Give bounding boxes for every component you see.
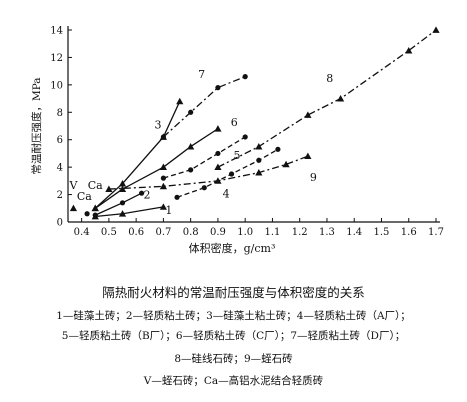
data-point-triangle-8 bbox=[336, 94, 345, 102]
data-point-triangle-9 bbox=[105, 185, 113, 192]
x-tick-label: 0.7 bbox=[155, 227, 171, 238]
curve-label: 5 bbox=[234, 149, 241, 162]
y-tick-label: 0 bbox=[57, 218, 63, 229]
curve-label: Ca bbox=[77, 190, 92, 203]
x-tick-label: 1.5 bbox=[374, 227, 390, 238]
curve-label: 9 bbox=[310, 171, 317, 184]
data-point-triangle-9 bbox=[304, 152, 312, 160]
y-axis-title: 常温耐压强度，MPa bbox=[30, 77, 43, 174]
data-point-circle-7 bbox=[188, 109, 194, 115]
x-tick-label: 0.5 bbox=[101, 227, 117, 238]
data-point-triangle-8 bbox=[405, 46, 413, 54]
data-point-triangle-9 bbox=[255, 169, 263, 176]
figure-caption-legend-line-3: 8—硅线石砖；9—蛭石砖 bbox=[174, 353, 293, 365]
x-axis-title: 体积密度，g/cm³ bbox=[189, 241, 276, 255]
y-tick-label: 12 bbox=[50, 53, 63, 64]
y-tick-label: 10 bbox=[50, 80, 63, 91]
x-tick-label: 1.6 bbox=[401, 227, 417, 238]
data-point-triangle-6 bbox=[214, 125, 222, 132]
curve-label: V bbox=[68, 179, 78, 192]
x-tick-label: 0.6 bbox=[128, 227, 144, 238]
curve-label: 8 bbox=[326, 72, 333, 85]
data-point-triangle-8 bbox=[214, 163, 222, 171]
data-point-triangle-6 bbox=[91, 204, 99, 212]
data-point-triangle-8 bbox=[304, 111, 312, 118]
data-point-circle-5 bbox=[215, 150, 221, 157]
curve-label: 2 bbox=[144, 189, 151, 202]
data-point-circle-4 bbox=[228, 171, 235, 177]
series-line-3 bbox=[94, 101, 181, 209]
curve-label: 6 bbox=[231, 116, 238, 129]
data-point-triangle-9 bbox=[282, 160, 290, 168]
data-point-circle-7 bbox=[215, 85, 221, 91]
data-point-circle-2 bbox=[119, 200, 126, 206]
data-point-triangle-V bbox=[69, 204, 78, 212]
series-line-6 bbox=[94, 128, 219, 209]
curve-label: Ca bbox=[88, 179, 103, 192]
y-tick-label: 8 bbox=[57, 108, 63, 119]
data-point-triangle-3 bbox=[176, 97, 184, 105]
y-tick-label: 14 bbox=[50, 26, 63, 37]
x-tick-label: 0.9 bbox=[210, 227, 226, 238]
x-tick-label: 1.0 bbox=[237, 227, 253, 238]
series-line-1 bbox=[95, 206, 164, 218]
data-point-triangle-6 bbox=[159, 163, 168, 171]
data-point-circle-4 bbox=[275, 146, 281, 152]
data-point-circle-2 bbox=[139, 190, 145, 196]
y-tick-label: 6 bbox=[57, 135, 63, 146]
curve-label: 3 bbox=[154, 119, 161, 132]
data-point-triangle-3 bbox=[118, 180, 127, 187]
data-point-circle-7 bbox=[242, 74, 248, 80]
curve-label: 4 bbox=[223, 187, 230, 200]
y-tick-label: 2 bbox=[57, 190, 63, 201]
curve-label: 7 bbox=[198, 68, 205, 81]
data-point-triangle-6 bbox=[118, 185, 127, 192]
data-point-circle-5 bbox=[160, 175, 167, 181]
data-point-circle-7 bbox=[160, 134, 167, 140]
figure-caption-legend-line-2: 5—轻质粘土砖（B厂）；6—轻质粘土砖（C厂）；7—轻质粘土砖（D厂）； bbox=[61, 330, 406, 342]
x-tick-label: 1.3 bbox=[319, 227, 335, 238]
y-tick-label: 4 bbox=[57, 163, 63, 174]
figure-caption-title: 隔热耐火材料的常温耐压强度与体积密度的关系 bbox=[102, 285, 365, 300]
figure-caption-legend-line-4: V—蛭石砖；Ca—高铝水泥结合轻质砖 bbox=[143, 375, 324, 387]
chart-plot: 0.4 0.5 0.6 0.7 0.8 0.9 1.0 1.1 1.2 1.3 1.4 1.5 1.6 1… bbox=[30, 26, 444, 256]
data-point-circle-4 bbox=[201, 185, 207, 191]
series-line-7 bbox=[162, 76, 246, 138]
data-point-triangle-1 bbox=[118, 210, 127, 217]
data-point-circle-2 bbox=[92, 212, 98, 218]
data-point-triangle-6 bbox=[187, 142, 195, 150]
x-tick-label: 0.8 bbox=[183, 227, 199, 238]
curve-label: 1 bbox=[165, 204, 172, 217]
x-tick-label: 1.7 bbox=[428, 227, 444, 238]
x-tick-label: 1.4 bbox=[346, 227, 362, 238]
data-point-triangle-8 bbox=[432, 26, 440, 33]
data-point-triangle-8 bbox=[255, 142, 263, 150]
x-tick-label: 1.2 bbox=[292, 227, 308, 238]
data-point-circle-5 bbox=[188, 167, 194, 173]
data-point-triangle-9 bbox=[159, 182, 168, 190]
figure-caption-legend-line-1: 1—硅藻土砖；2—轻质粘土砖；3—硅藻土粘土砖；4—轻质粘土砖（A厂）； bbox=[56, 310, 411, 322]
x-tick-label: 1.1 bbox=[264, 227, 280, 238]
data-point-circle-4 bbox=[174, 194, 180, 200]
x-tick-label: 0.4 bbox=[74, 227, 90, 238]
series-line-8 bbox=[217, 29, 437, 168]
series-line-9 bbox=[108, 155, 309, 190]
series-line-5 bbox=[163, 136, 246, 179]
data-point-circle-5 bbox=[242, 134, 248, 140]
data-point-triangle-1 bbox=[159, 203, 168, 210]
data-point-circle-Ca bbox=[84, 211, 90, 217]
data-point-triangle-9 bbox=[214, 177, 222, 184]
data-point-circle-4 bbox=[256, 157, 262, 163]
